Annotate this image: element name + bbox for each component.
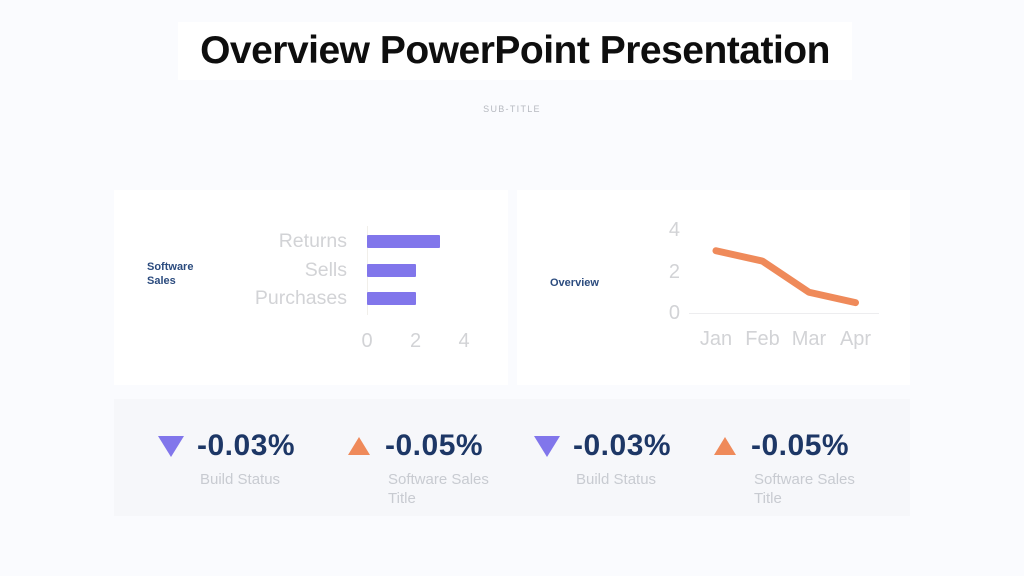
axis-tick-label: Feb — [745, 328, 780, 350]
stat-row: -0.03% — [534, 429, 720, 462]
stats-card: -0.03% Build Status -0.05% Software Sales T… — [114, 399, 910, 516]
title-band: Overview PowerPoint Presentation — [178, 22, 852, 80]
axis-tick-label: 2 — [409, 330, 422, 352]
axis-tick-label: Mar — [791, 328, 827, 350]
stat-label: Build Status — [200, 471, 281, 488]
axis-tick-label: Jan — [699, 328, 733, 350]
line-chart-card: Overview 4 2 0 Jan Feb Mar Apr — [517, 190, 910, 385]
stat-value: -0.03% — [197, 429, 296, 462]
axis-tick-label: 0 — [361, 330, 373, 352]
bar-row: Sells — [114, 257, 508, 283]
line-series — [712, 247, 859, 307]
axis-tick-label: 0 — [668, 302, 680, 324]
stat-block: -0.05% Software Sales Title — [712, 429, 898, 508]
bar-chart-title: Software Sales — [147, 261, 194, 287]
bar-category-label: Returns — [278, 230, 347, 252]
stat-label: Build Status — [576, 471, 657, 488]
stat-row: -0.05% — [346, 429, 532, 462]
stat-block: -0.05% Software Sales Title — [346, 429, 532, 508]
triangle-shape — [158, 435, 184, 457]
triangle-shape — [348, 437, 370, 455]
bar — [367, 292, 416, 306]
stat-row: -0.05% — [712, 429, 898, 462]
page-title: Overview PowerPoint Presentation — [200, 29, 830, 72]
bar-chart-card: Software Sales Returns Sells Purchases 0 2 4 — [114, 190, 508, 385]
trend-down-icon — [158, 435, 184, 457]
bar-row: Returns — [114, 228, 508, 254]
stat-block: -0.03% Build Status — [158, 429, 344, 490]
stat-value: -0.03% — [573, 429, 672, 462]
stat-label: Software Sales Title — [754, 471, 855, 507]
bar — [367, 235, 440, 248]
stat-block: -0.03% Build Status — [534, 429, 720, 490]
axis-tick-label: 4 — [458, 330, 470, 352]
bar-category-label: Purchases — [254, 287, 347, 310]
bar-category-label: Sells — [304, 258, 347, 281]
stat-value: -0.05% — [751, 429, 850, 462]
triangle-shape — [534, 435, 560, 457]
bar-row: Purchases — [114, 285, 508, 311]
trend-up-icon — [346, 437, 372, 455]
line-axis-line — [689, 313, 879, 314]
page-subtitle: SUB-TITLE — [483, 104, 541, 114]
axis-tick-label: 4 — [668, 219, 680, 241]
stat-value: -0.05% — [385, 429, 484, 462]
axis-tick-label: Apr — [839, 328, 872, 350]
triangle-shape — [714, 437, 736, 455]
stat-label: Software Sales Title — [388, 471, 489, 507]
trend-up-icon — [712, 437, 738, 455]
axis-tick-label: 2 — [668, 260, 680, 283]
bar — [367, 263, 416, 277]
trend-down-icon — [534, 435, 560, 457]
stat-row: -0.03% — [158, 429, 344, 462]
line-chart-title: Overview — [550, 277, 599, 289]
